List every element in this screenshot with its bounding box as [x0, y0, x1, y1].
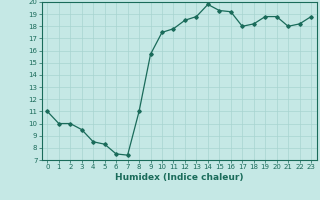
X-axis label: Humidex (Indice chaleur): Humidex (Indice chaleur) — [115, 173, 244, 182]
